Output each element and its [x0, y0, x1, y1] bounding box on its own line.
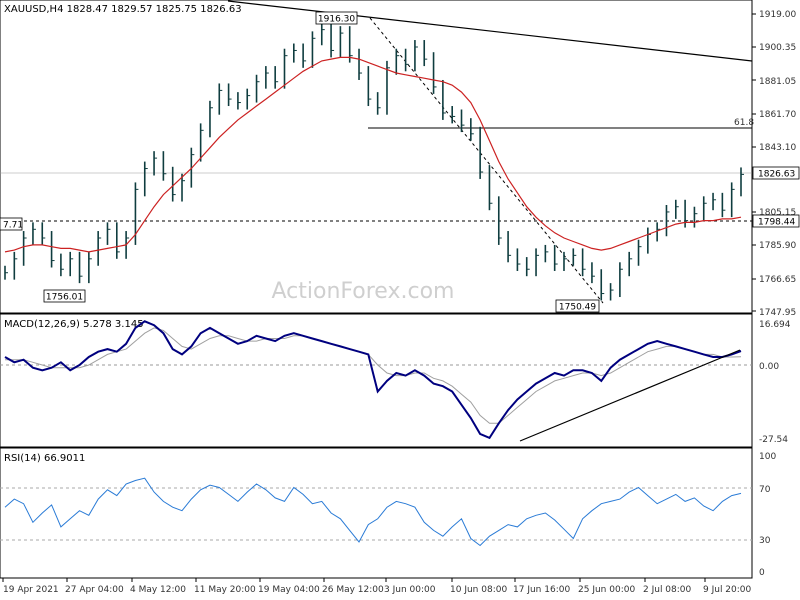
time-tick-10: 2 Jul 08:00: [643, 585, 692, 595]
price-tick-1805: 1805.15: [759, 208, 796, 218]
price-tick-marks: [752, 13, 756, 312]
rsi-tick-0: 0: [759, 568, 765, 578]
watermark: ActionForex.com: [272, 279, 455, 304]
time-tick-marks: [2, 578, 706, 582]
time-tick-11: 9 Jul 20:00: [703, 585, 752, 595]
rsi-panel-header: RSI(14) 66.9011: [4, 453, 85, 464]
price-bars: [4, 22, 744, 301]
time-tick-8: 17 Jun 16:00: [513, 585, 570, 595]
fib-label: 61.8: [734, 118, 754, 128]
time-axis: 19 Apr 2021 27 Apr 04:00 4 May 12:00 11 …: [3, 585, 752, 595]
price-tick-1785: 1785.90: [759, 241, 796, 251]
callout-left-partial: 7.71: [0, 217, 23, 231]
price-tick-1900: 1900.35: [759, 43, 796, 53]
rsi-tick-70: 70: [759, 485, 771, 495]
macd-main-line: [4, 320, 742, 440]
time-tick-5: 26 May 12:00: [322, 585, 384, 595]
resistance-trendline: [227, 0, 753, 62]
callout-1756-text: 1756.01: [46, 293, 83, 303]
last-price-tag: 1826.63: [752, 166, 800, 180]
macd-tick-zero: 0.00: [759, 362, 779, 372]
price-panel-frame: [0, 0, 753, 314]
callout-1750-text: 1750.49: [559, 303, 596, 313]
moving-average-line: [4, 56, 742, 253]
last-price-tag-text: 1826.63: [758, 170, 795, 180]
macd-trendline: [519, 349, 741, 442]
macd-panel-header: MACD(12,26,9) 5.278 3.145: [4, 319, 144, 330]
level-tag-1798-text: 1798.44: [758, 218, 795, 228]
macd-axis: 16.694 0.00 -27.54: [759, 320, 791, 445]
rsi-line: [4, 477, 742, 547]
rsi-panel-frame: [0, 447, 753, 579]
macd-panel-frame: [0, 313, 753, 448]
macd-tick-top: 16.694: [759, 320, 791, 330]
price-tick-1881: 1881.05: [759, 77, 796, 87]
price-tick-1747: 1747.95: [759, 308, 796, 318]
rsi-tick-30: 30: [759, 536, 771, 546]
time-tick-2: 4 May 12:00: [130, 585, 186, 595]
rsi-axis: 100 70 30 0: [759, 452, 776, 578]
time-tick-9: 25 Jun 00:00: [578, 585, 635, 595]
price-tick-1766: 1766.65: [759, 275, 796, 285]
callout-1916-text: 1916.30: [318, 15, 355, 25]
time-tick-6: 3 Jun 00:00: [384, 585, 436, 595]
time-tick-0: 19 Apr 2021: [3, 585, 59, 595]
time-tick-1: 27 Apr 04:00: [65, 585, 124, 595]
time-tick-4: 19 May 04:00: [258, 585, 320, 595]
time-tick-7: 10 Jun 08:00: [450, 585, 507, 595]
price-tick-1919: 1919.00: [759, 10, 796, 20]
time-tick-3: 11 May 20:00: [194, 585, 256, 595]
macd-signal-line: [5, 327, 742, 424]
callout-left-partial-text: 7.71: [3, 221, 23, 231]
callout-1756: 1756.01: [43, 289, 86, 303]
rsi-tick-100: 100: [759, 452, 776, 462]
price-panel-header: XAUUSD,H4 1828.47 1829.57 1825.75 1826.6…: [4, 4, 242, 15]
price-axis: 1919.00 1900.35 1881.05 1861.70 1843.10 …: [759, 10, 796, 318]
price-tick-1861: 1861.70: [759, 110, 796, 120]
level-tag-1798: 1798.44: [752, 214, 800, 228]
price-tick-1843: 1843.10: [759, 143, 796, 153]
callout-1916: 1916.30: [315, 11, 358, 25]
callout-1750: 1750.49: [555, 299, 600, 313]
macd-tick-bottom: -27.54: [759, 435, 788, 445]
